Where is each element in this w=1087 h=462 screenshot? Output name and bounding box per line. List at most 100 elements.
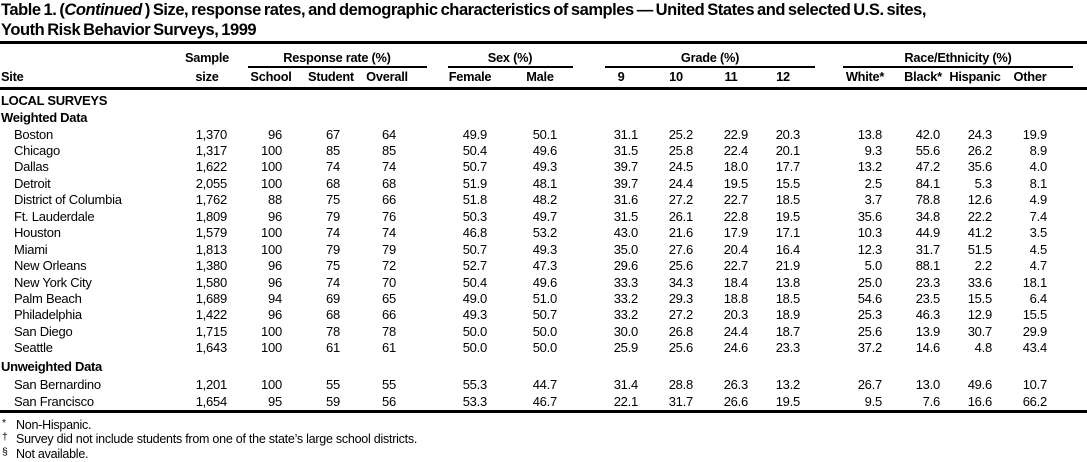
data-cell: 31.1 [613,126,639,142]
data-cell: 29.9 [1022,323,1048,339]
data-cell: 61 [382,340,396,356]
site-name: Philadelphia [14,307,82,323]
data-cell: 4.7 [1029,258,1048,274]
data-cell: 47.2 [915,159,941,175]
data-cell: 51.0 [532,291,558,306]
data-cell: 50.7 [532,307,558,323]
site-name: Seattle [14,340,53,356]
data-cell: 25.0 [857,274,883,290]
data-cell: 55 [382,377,396,393]
data-cell: 66 [382,192,396,208]
data-cell: 33.2 [613,291,639,306]
data-cell: 33.3 [613,274,639,290]
data-cell: 1,654 [195,393,228,409]
bottom-rule [0,410,1087,413]
data-cell: 96 [268,258,282,274]
data-cell: 68 [326,307,340,323]
data-cell: 31.6 [613,192,639,208]
data-cell: 24.6 [723,340,749,356]
data-cell: 47.3 [532,258,558,274]
data-cell: 21.6 [668,225,694,241]
data-cell: 1,579 [195,225,228,241]
data-cell: 61 [326,340,340,356]
data-cell: 35.6 [967,159,993,175]
data-cell: 9.5 [864,393,883,409]
data-cell: 1,689 [195,291,228,306]
footnote-line: § Not available. [2,445,89,461]
data-cell: 41.2 [967,225,993,241]
data-cell: 100 [261,175,282,191]
data-cell: 50.3 [462,208,488,224]
data-cell: 14.6 [915,340,941,356]
data-cell: 100 [261,340,282,356]
data-cell: 56 [382,393,396,409]
column-header: 10 [669,69,683,84]
data-cell: 78 [326,323,340,339]
data-cell: 95 [268,393,282,409]
data-cell: 23.5 [915,291,941,306]
footnote-symbol: † [2,431,8,444]
data-cell: 51.5 [967,241,993,257]
column-group-underline [448,65,573,68]
data-cell: 51.8 [462,192,488,208]
table-row: San Bernardino 1,201 100 55 55 55.3 44.7 31.4 28… [0,377,1087,392]
table-row: Seattle 1,643 100 61 61 50.0 50.0 25.9 25.6 24.6 2… [0,340,1087,355]
data-cell: 1,715 [195,323,228,339]
site-name: Miami [14,241,48,257]
data-cell: 13.9 [915,323,941,339]
data-cell: 2.2 [974,258,993,274]
data-cell: 94 [268,291,282,306]
table-row: Dallas 1,622 100 74 74 50.7 49.3 39.7 24.5 18.0 17… [0,159,1087,174]
table-row: Miami 1,813 100 79 79 50.7 49.3 35.0 27.6 20.4 16.… [0,242,1087,257]
data-cell: 5.3 [974,175,993,191]
data-cell: 18.8 [723,291,749,306]
data-cell: 74 [326,159,340,175]
data-cell: 34.3 [668,274,694,290]
data-cell: 78.8 [915,192,941,208]
data-cell: 31.5 [613,208,639,224]
footnote-line: * Non-Hispanic. [2,417,92,432]
data-cell: 4.5 [1029,241,1048,257]
data-cell: 4.8 [974,340,993,356]
data-cell: 84.1 [915,175,941,191]
data-cell: 5.0 [864,258,883,274]
data-cell: 67 [326,126,340,142]
data-cell: 43.0 [613,225,639,241]
site-name: Detroit [14,175,51,191]
data-cell: 1,422 [195,307,228,323]
data-cell: 23.3 [775,340,801,356]
data-cell: 48.2 [532,192,558,208]
data-cell: 26.8 [668,323,694,339]
column-header: Other [1013,69,1047,84]
table-row: San Diego 1,715 100 78 78 50.0 50.0 30.0 26.8 24.… [0,324,1087,339]
table-row: Boston 1,370 96 67 64 49.9 50.1 31.1 25.2 22.9 20.… [0,127,1087,142]
column-header: Overall [366,69,408,84]
site-name: San Francisco [14,393,94,409]
data-cell: 18.5 [775,192,801,208]
data-cell: 25.9 [613,340,639,356]
data-cell: 49.0 [462,291,488,306]
data-cell: 50.1 [532,126,558,142]
table-row: New Orleans 1,380 96 75 72 52.7 47.3 29.6 25.6 22… [0,258,1087,273]
data-cell: 24.4 [723,323,749,339]
table-title-line1: Table 1. (Continued ) Size, response rat… [1,1,1087,21]
data-cell: 26.7 [857,377,883,393]
data-cell: 96 [268,126,282,142]
footnote-symbol: § [2,445,8,458]
data-cell: 74 [326,225,340,241]
data-cell: 50.0 [462,323,488,339]
table-row: District of Columbia 1,762 88 75 66 51.8 48.2 3… [0,192,1087,207]
title-continued: Continued [64,1,142,19]
column-header: 12 [776,69,790,84]
data-cell: 22.7 [723,192,749,208]
data-cell: 52.7 [462,258,488,274]
data-cell: 30.7 [967,323,993,339]
table-row: Ft. Lauderdale 1,809 96 79 76 50.3 49.7 31.5 26.… [0,209,1087,224]
column-group-underline [605,65,815,68]
data-cell: 20.4 [723,241,749,257]
data-cell: 22.4 [723,142,749,158]
data-cell: 48.1 [532,175,558,191]
site-name: New York City [14,274,92,290]
data-cell: 26.1 [668,208,694,224]
data-cell: 79 [326,241,340,257]
